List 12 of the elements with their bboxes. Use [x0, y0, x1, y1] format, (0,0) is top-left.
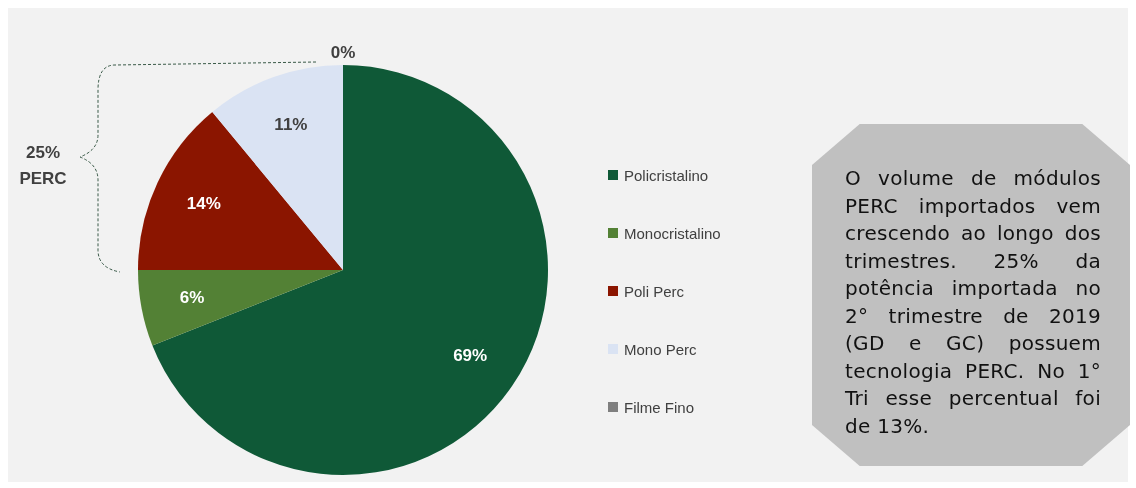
data-label: 11%	[274, 115, 308, 135]
data-label: 14%	[186, 194, 221, 214]
data-label: 6%	[179, 288, 205, 308]
text: 25% PERC	[18, 142, 68, 190]
legend-label: Poli Perc	[624, 282, 685, 300]
text: O volume de módulos PERC importados vem crescendo ao longo dos trimestres. 25% da potência importada no 2° trimestre de 2019 (GD e GC) possuem tecnologia PERC. No 1° Tri esse percentual foi de 13%.	[845, 166, 1101, 438]
legend-label: Mono Perc	[624, 340, 697, 358]
data-label: 69%	[453, 346, 488, 366]
legend-label: Filme Fino	[624, 398, 695, 416]
legend-label: Monocristalino	[624, 224, 721, 242]
text: 0%	[330, 42, 356, 62]
legend-label: Policristalino	[624, 166, 709, 184]
